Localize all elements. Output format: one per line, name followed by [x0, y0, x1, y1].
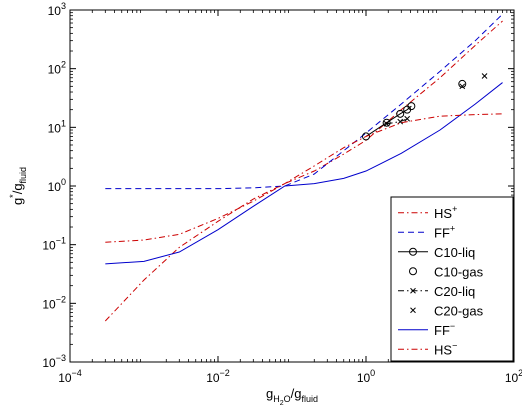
series-6 [459, 73, 488, 90]
series-line [105, 82, 503, 265]
data-point [458, 79, 467, 88]
legend-label: C20-liq [434, 284, 475, 299]
legend-item: FF+ [398, 223, 455, 240]
series-layer [104, 13, 503, 322]
series-line [104, 20, 503, 322]
legend-item: HS+ [398, 204, 457, 221]
series-1 [104, 20, 503, 322]
legend-label: HS− [434, 340, 457, 357]
y-tick-label: 10−3 [42, 353, 66, 370]
legend-label: C10-gas [434, 264, 484, 279]
legend-item: C10-gas [409, 264, 484, 279]
legend-marker [410, 287, 416, 294]
legend-label: FF− [434, 321, 455, 338]
legend: HS+ FF+ C10-liq C10-gas C20-liq C20-gas FF− HS− [390, 196, 514, 362]
series-5 [383, 115, 411, 127]
legend-marker [410, 307, 416, 314]
legend-item: C20-gas [410, 303, 484, 318]
data-point [404, 115, 411, 122]
data-point [362, 132, 370, 141]
y-tick-label: 102 [48, 60, 66, 77]
x-tick-label: 102 [505, 368, 522, 385]
legend-label: C10-liq [434, 245, 475, 260]
series-line [105, 113, 503, 243]
y-tick-label: 101 [48, 118, 66, 135]
legend-box [390, 196, 514, 362]
y-tick-label: 103 [48, 1, 66, 18]
data-point [407, 102, 416, 111]
series-4 [458, 79, 467, 88]
axes-layer: 10−4 10−2 100 102 10−3 10−2 10−1 100 101 102 103 [42, 1, 522, 385]
x-tick-label: 10−2 [206, 368, 230, 385]
legend-marker [409, 267, 417, 276]
legend-item: FF− [398, 321, 455, 338]
legend-marker [409, 247, 417, 256]
y-axis-label: g*/gfluid [8, 167, 28, 205]
y-tick-label: 100 [48, 177, 66, 194]
series-8 [105, 113, 503, 243]
data-point [382, 118, 391, 127]
data-point [396, 109, 405, 118]
legend-item: C20-liq [398, 284, 475, 299]
legend-label: C20-gas [434, 303, 484, 318]
data-point [481, 73, 488, 79]
legend-label: FF+ [434, 223, 455, 240]
x-tick-label: 10−4 [58, 368, 82, 385]
x-axis-label: gH2O/gfluid [266, 386, 318, 407]
legend-item: C10-liq [398, 245, 475, 260]
y-tick-label: 10−2 [42, 294, 66, 311]
series-line [105, 13, 503, 190]
legend-item: HS− [398, 340, 457, 357]
legend-label: HS+ [434, 204, 457, 221]
series-2 [105, 13, 503, 190]
y-tick-label: 10−1 [42, 236, 66, 253]
x-tick-label: 100 [357, 368, 375, 385]
series-3 [362, 102, 416, 141]
series-7 [105, 82, 503, 265]
data-point [459, 83, 466, 90]
data-point [383, 120, 390, 127]
